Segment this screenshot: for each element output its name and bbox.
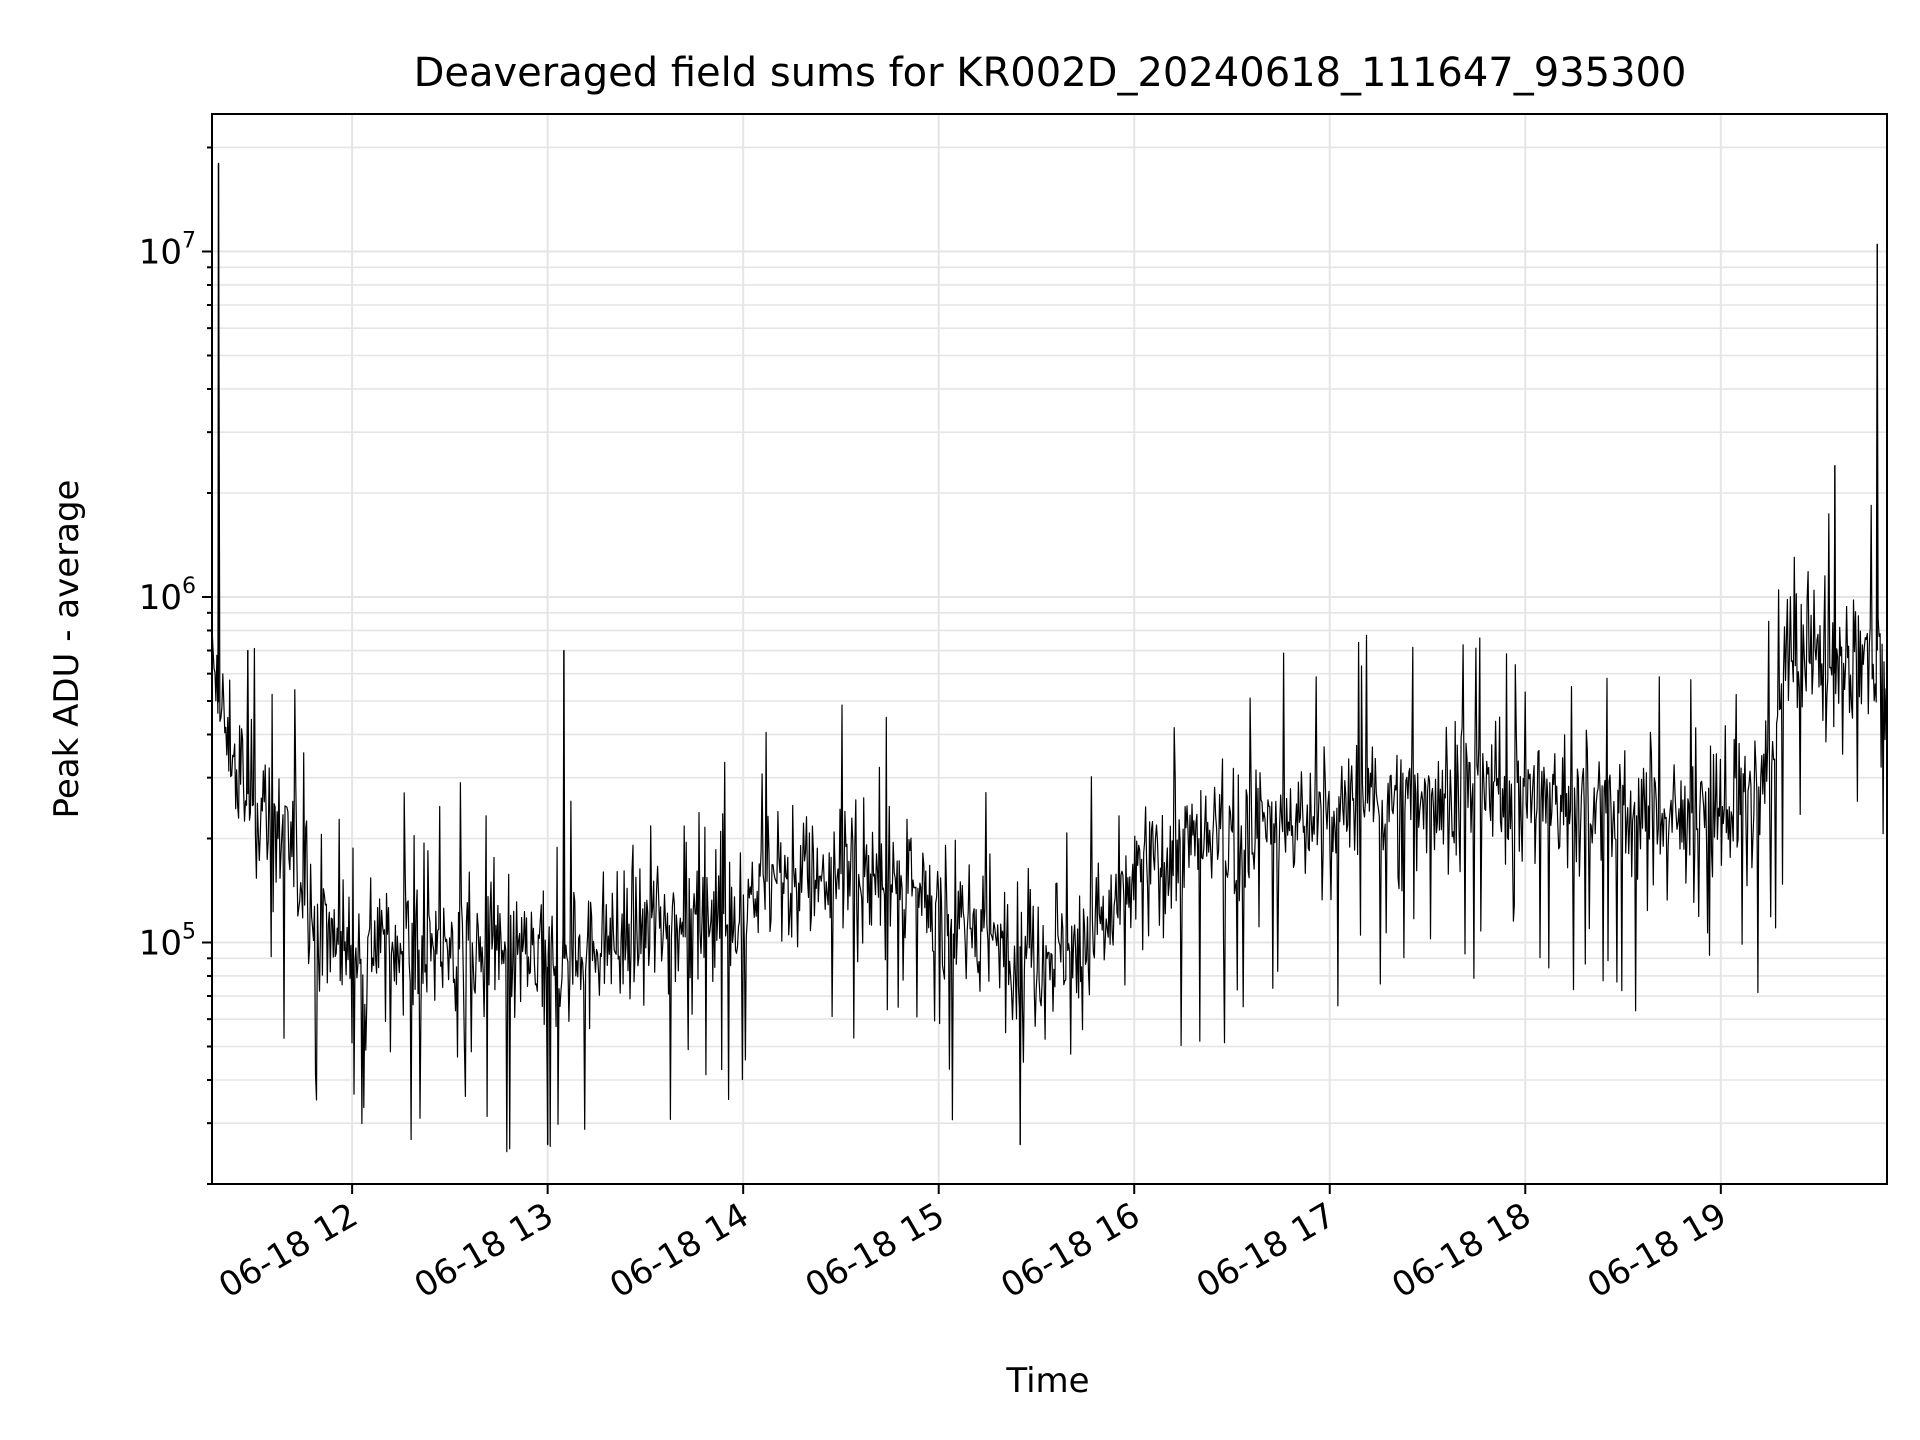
y-tick-label: 106 (139, 574, 196, 618)
grid (212, 114, 1887, 1185)
chart-title: Deaveraged field sums for KR002D_2024061… (414, 50, 1687, 96)
x-axis-label: Time (1005, 1361, 1089, 1401)
y-tick-label: 107 (139, 228, 196, 272)
y-tick-label: 105 (139, 920, 196, 964)
y-axis-label: Peak ADU - average (47, 480, 87, 819)
series-layer (211, 162, 1888, 1153)
plot-area-frame (211, 113, 1888, 1185)
series-line (211, 162, 1888, 1153)
